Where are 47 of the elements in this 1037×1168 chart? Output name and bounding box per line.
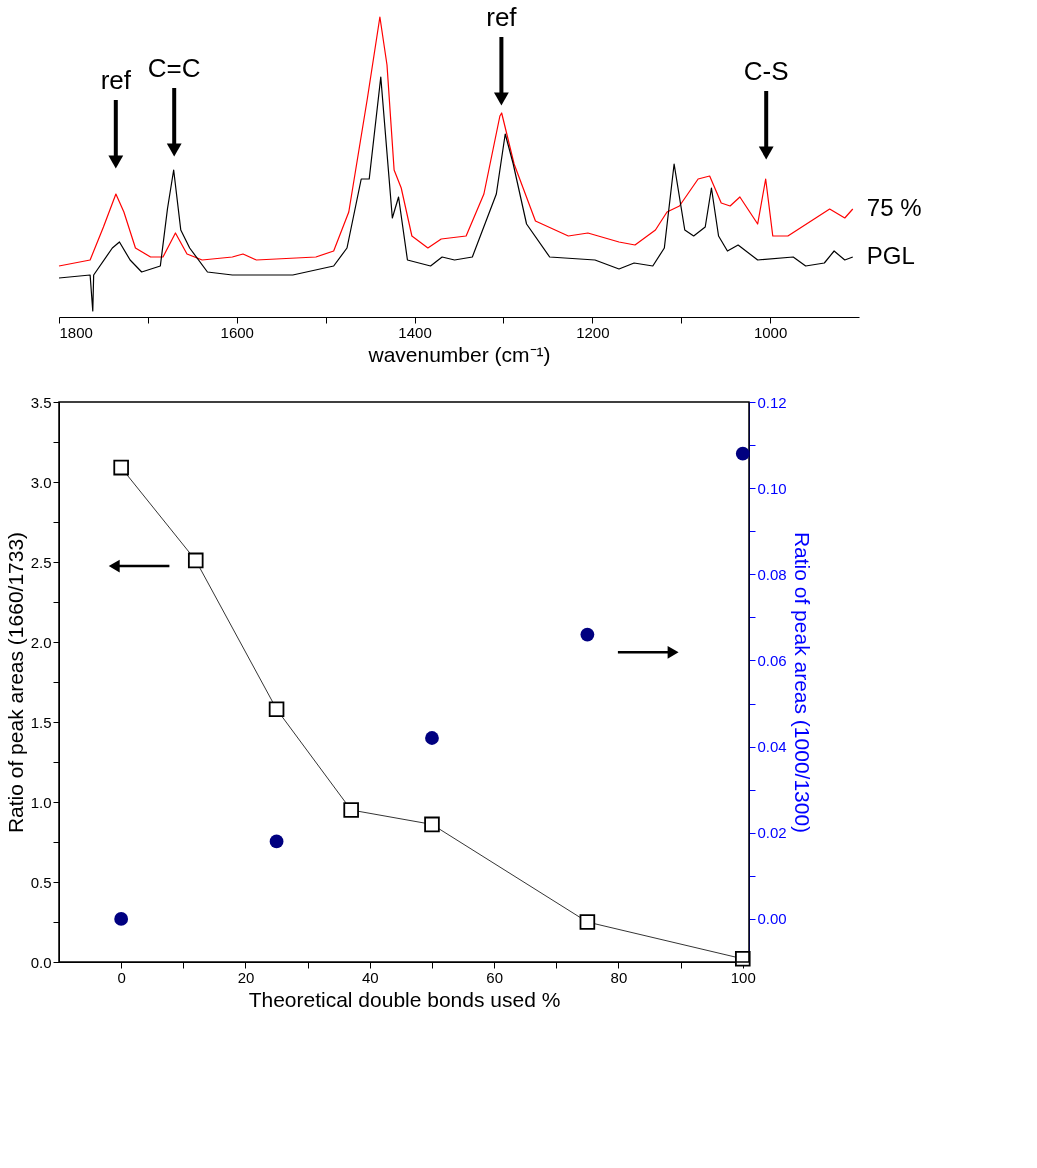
y2-tick-label: 0.02 — [757, 824, 787, 842]
point — [187, 552, 204, 569]
y2-tick-label: 0.00 — [757, 910, 787, 928]
point — [269, 834, 284, 849]
point — [113, 459, 129, 476]
y2-tick-label: 0.10 — [757, 479, 787, 497]
y-tick-label: 3.5 — [30, 393, 52, 411]
y-tick-label: 1.0 — [30, 793, 52, 811]
x-tick-label: 1200 — [576, 323, 610, 341]
y-tick-label: 1.5 — [30, 713, 52, 731]
x-tick-label: 1000 — [753, 323, 788, 341]
x-tick-label: 1800 — [59, 323, 93, 341]
y-tick-label: 2.0 — [30, 633, 52, 651]
point — [425, 731, 439, 745]
y-tick-label: 0.5 — [30, 873, 52, 891]
y2-tick-label: 0.12 — [757, 393, 787, 411]
x-axis-title: Theoretical double bonds used % — [248, 987, 561, 1011]
x-tick-label: 80 — [610, 968, 628, 986]
y-axis-title: Ratio of peak areas (1660/1733) — [3, 531, 27, 834]
x-tick-label: 1600 — [220, 323, 254, 341]
x-tick-label: 20 — [237, 968, 255, 986]
x-tick-label: 1400 — [398, 323, 432, 341]
annotation: C-S — [743, 56, 789, 86]
y2-tick-label: 0.04 — [757, 738, 787, 756]
point — [580, 627, 595, 642]
x-tick-label: 40 — [361, 968, 379, 986]
x-tick-label: 60 — [486, 968, 503, 986]
y2-tick-label: 0.08 — [757, 565, 787, 583]
x-tick-label: 100 — [730, 968, 756, 986]
y-tick-label: 2.5 — [30, 553, 52, 571]
point — [424, 816, 440, 833]
series-label: PGL — [866, 242, 915, 269]
annotation: C=C — [147, 53, 201, 83]
y2-axis-title: Ratio of peak areas (1000/1300) — [790, 531, 814, 834]
x-axis-title: wavenumber (cm⁻¹) — [367, 342, 551, 366]
annotation: ref — [486, 2, 518, 32]
point — [579, 914, 596, 930]
series-label: 75 % — [866, 194, 922, 221]
point — [343, 802, 359, 818]
point — [735, 446, 750, 461]
x-tick-label: 0 — [117, 968, 126, 986]
point — [268, 701, 285, 717]
annotation: ref — [100, 65, 132, 95]
y-tick-label: 0.0 — [30, 953, 52, 971]
point — [114, 912, 129, 926]
y-tick-label: 3.0 — [30, 473, 52, 491]
y2-tick-label: 0.06 — [757, 651, 787, 669]
